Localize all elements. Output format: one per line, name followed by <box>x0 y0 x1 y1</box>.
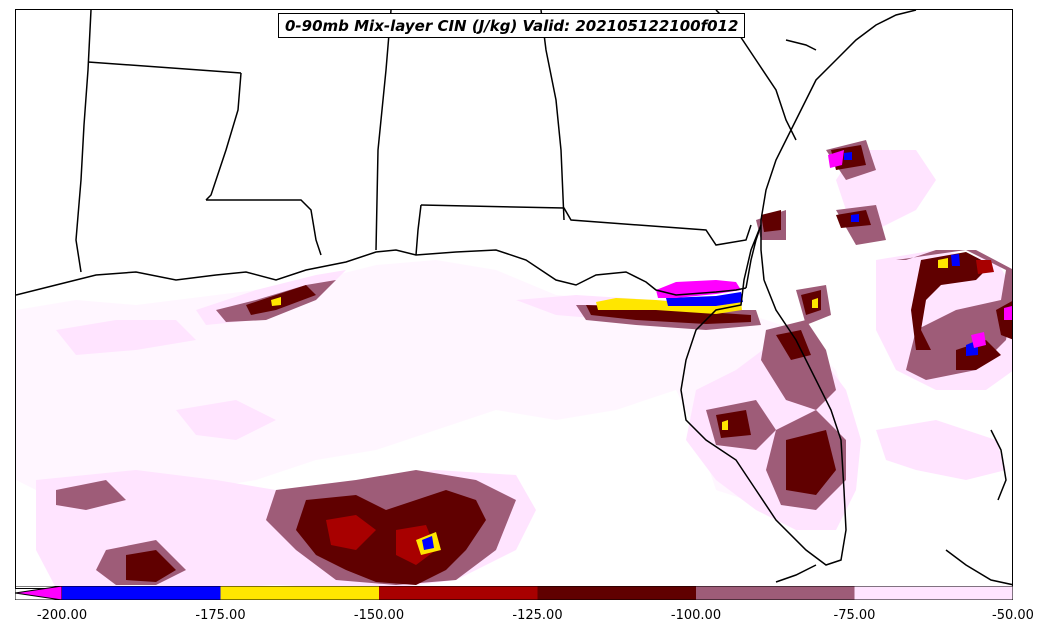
colorbar-tick-label: -50.00 <box>992 608 1034 623</box>
cin-map <box>16 10 1012 588</box>
colorbar-cell <box>537 586 696 600</box>
colorbar-cell <box>696 586 855 600</box>
map-frame <box>15 9 1013 589</box>
colorbar-tick-label: -125.00 <box>512 608 563 623</box>
colorbar-cell <box>854 586 1013 600</box>
map-title: 0-90mb Mix-layer CIN (J/kg) Valid: 20210… <box>278 13 746 38</box>
colorbar-tick-label: -75.00 <box>833 608 876 623</box>
colorbar-cell <box>220 586 379 600</box>
colorbar-tick-label: -200.00 <box>36 608 88 623</box>
colorbar-cell <box>62 586 221 600</box>
colorbar-extend-min <box>15 586 63 600</box>
colorbar-tick-label: -100.00 <box>670 608 722 623</box>
colorbar-tick-label: -150.00 <box>353 608 405 623</box>
cin-band-magenta <box>656 150 1012 348</box>
political-boundaries <box>16 10 1012 586</box>
cin-band-red <box>326 260 994 565</box>
colorbar <box>15 586 1013 600</box>
colorbar-tick-label: -175.00 <box>195 608 246 623</box>
colorbar-cell <box>379 586 538 600</box>
